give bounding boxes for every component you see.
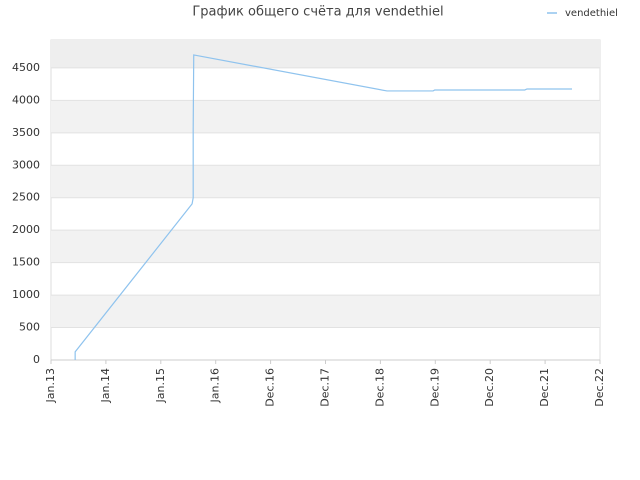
y-tick-label: 3000 <box>12 158 40 171</box>
x-tick-label: Jan.13 <box>44 368 57 403</box>
grid-band <box>51 165 600 198</box>
x-tick-label: Dec.20 <box>483 368 496 407</box>
x-tick-label: Dec.17 <box>319 368 332 407</box>
y-tick-label: 1000 <box>12 288 40 301</box>
grid-band <box>51 100 600 133</box>
y-tick-label: 4500 <box>12 61 40 74</box>
x-tick-label: Jan.16 <box>209 368 222 403</box>
x-tick-label: Dec.21 <box>538 368 551 407</box>
y-tick-label: 1500 <box>12 256 40 269</box>
y-tick-label: 2000 <box>12 223 40 236</box>
y-tick-label: 2500 <box>12 191 40 204</box>
x-tick-label: Dec.18 <box>373 368 386 407</box>
series-line <box>74 54 573 360</box>
y-tick-label: 500 <box>19 321 40 334</box>
y-tick-label: 0 <box>33 353 40 366</box>
legend-label: vendethiel <box>565 8 618 19</box>
grid-band <box>51 40 600 68</box>
y-tick-label: 3500 <box>12 126 40 139</box>
grid-band <box>51 230 600 263</box>
grid-band <box>51 295 600 328</box>
x-tick-label: Dec.22 <box>593 368 606 407</box>
x-tick-label: Dec.19 <box>428 368 441 407</box>
x-tick-label: Jan.15 <box>154 368 167 403</box>
x-tick-label: Jan.14 <box>99 368 112 403</box>
x-tick-label: Dec.16 <box>264 368 277 407</box>
y-tick-label: 4000 <box>12 93 40 106</box>
chart-title: График общего счёта для vendethiel <box>192 5 443 20</box>
